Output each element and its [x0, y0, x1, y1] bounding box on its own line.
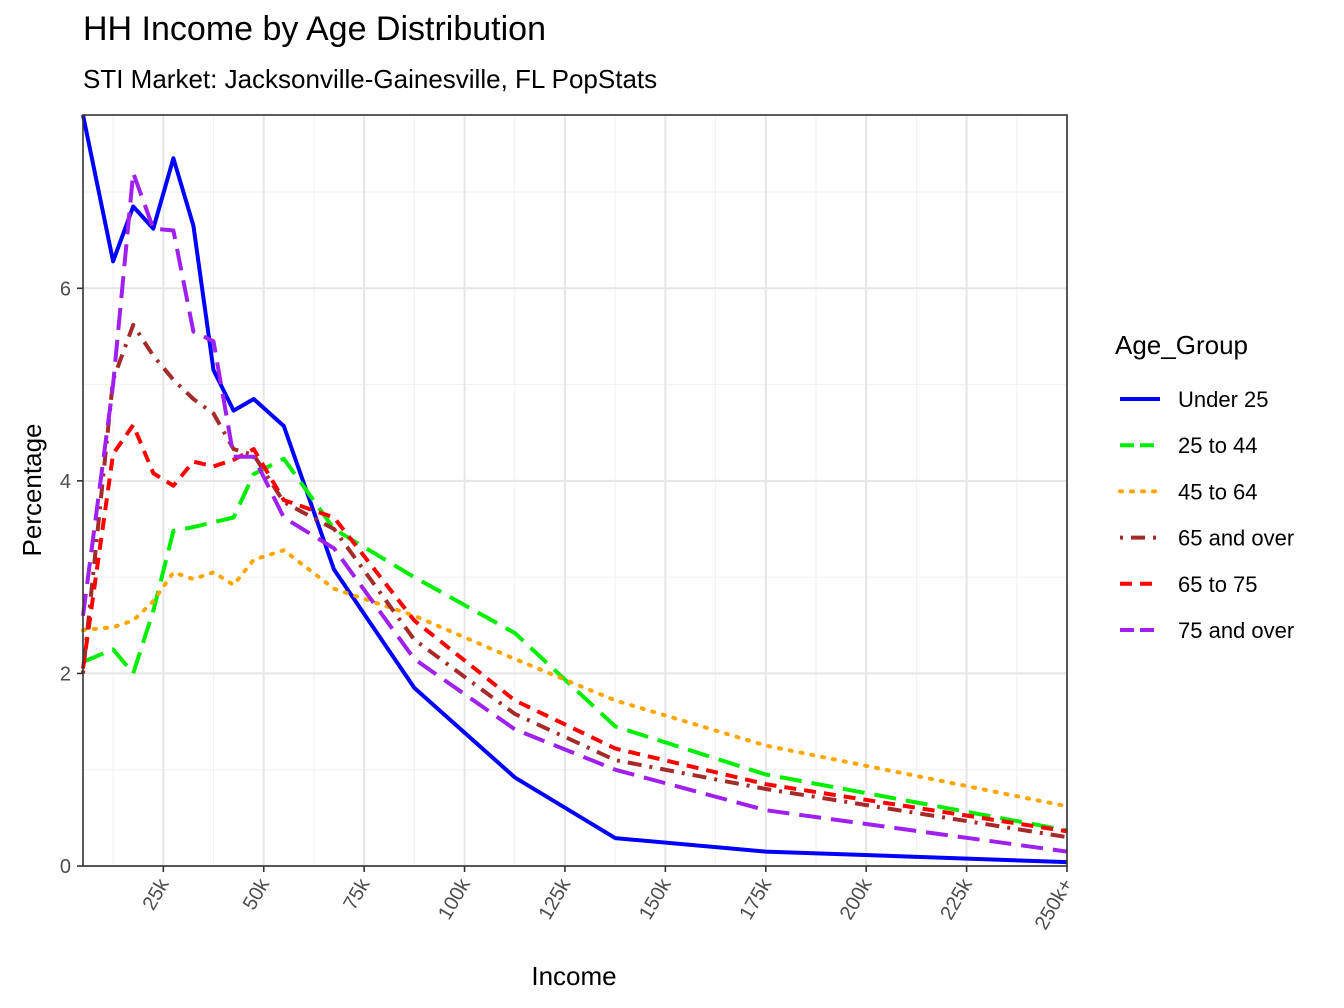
x-tick-label: 250k+: [1031, 875, 1078, 934]
x-axis-title: Income: [531, 961, 616, 991]
minor-gridlines: [83, 115, 1067, 866]
chart-title: HH Income by Age Distribution: [83, 10, 546, 48]
legend-label: 45 to 64: [1178, 479, 1258, 504]
x-tick-label: 125k: [535, 874, 576, 923]
series-line-65-to-75: [81, 423, 1068, 834]
x-tick-label: 225k: [936, 874, 977, 923]
legend: Under 25 25 to 44 45 to 64 65 and over 65 to…: [1118, 387, 1294, 643]
panel-border: [82, 114, 1068, 867]
y-axis-title: Percentage: [17, 424, 47, 557]
x-axis: 25k 50k 75k 100k 125k 150k 175k 200k 225k 250k+: [139, 866, 1078, 934]
series-line-25-to-44: [82, 456, 1068, 833]
y-axis: 0 2 4 6: [60, 278, 83, 878]
legend-label: 65 and over: [1178, 526, 1294, 551]
x-tick-label: 75k: [339, 874, 375, 914]
legend-label: 25 to 44: [1178, 433, 1258, 458]
y-tick-label: 6: [60, 278, 71, 300]
x-tick-label: 50k: [239, 874, 275, 914]
legend-title: Age_Group: [1115, 330, 1248, 360]
series-line-under-25: [81, 114, 1068, 865]
legend-label: Under 25: [1178, 387, 1269, 412]
y-tick-label: 4: [60, 471, 71, 493]
major-gridlines: [83, 115, 1068, 867]
legend-label: 75 and over: [1178, 618, 1294, 643]
legend-label: 65 to 75: [1178, 572, 1258, 597]
y-tick-label: 0: [60, 856, 71, 878]
x-tick-label: 175k: [735, 874, 776, 923]
x-tick-label: 150k: [635, 874, 676, 923]
chart-subtitle: STI Market: Jacksonville-Gainesville, FL…: [83, 64, 658, 94]
series-line-75-and-over: [81, 170, 1068, 854]
x-tick-label: 200k: [836, 874, 877, 923]
series-line-45-to-64: [81, 548, 1069, 809]
series-lines: [81, 114, 1069, 865]
x-tick-label: 25k: [139, 874, 175, 914]
x-tick-label: 100k: [434, 874, 475, 923]
y-tick-label: 2: [60, 663, 71, 685]
